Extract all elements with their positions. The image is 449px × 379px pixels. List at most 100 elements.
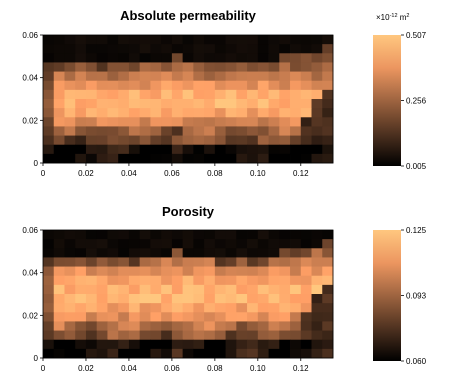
heatmap-cell — [290, 312, 302, 322]
heatmap-cell — [204, 275, 216, 286]
heatmap-cell — [225, 89, 237, 100]
heatmap-cell — [43, 321, 55, 331]
heatmap-cell — [64, 35, 76, 45]
heatmap-cell — [171, 275, 184, 286]
heatmap-cell — [204, 312, 216, 322]
heatmap-cell — [161, 348, 173, 359]
heatmap-cell — [247, 275, 259, 286]
heatmap-cell — [171, 126, 184, 136]
heatmap-cell — [128, 303, 141, 313]
heatmap-cell — [204, 284, 216, 295]
heatmap-cell — [257, 153, 269, 164]
heatmap-cell — [300, 144, 312, 155]
heatmap-cell — [107, 35, 119, 45]
heatmap-cell — [311, 62, 323, 72]
heatmap-cell — [193, 266, 205, 277]
heatmap-cell — [96, 312, 108, 322]
heatmap-cell — [204, 135, 216, 146]
heatmap-cell — [268, 117, 280, 127]
heatmap-cell — [322, 339, 334, 350]
heatmap-cell — [85, 275, 98, 286]
heatmap-cell — [75, 230, 87, 240]
heatmap-cell — [96, 99, 108, 109]
colorbar-tick-label: 0.005 — [406, 162, 427, 171]
x-tick-label: 0.12 — [293, 169, 309, 178]
heatmap-cell — [171, 257, 184, 267]
heatmap-cell — [279, 339, 291, 350]
heatmap-cell — [214, 239, 226, 249]
heatmap-cell — [171, 71, 184, 82]
heatmap-cell — [268, 35, 280, 45]
heatmap-cell — [300, 53, 312, 63]
heatmap-cell — [150, 99, 162, 109]
heatmap-cell — [96, 294, 108, 304]
heatmap-cell — [257, 275, 269, 286]
heatmap-cell — [128, 321, 141, 331]
heatmap-cell — [193, 35, 205, 45]
heatmap-cell — [107, 348, 119, 359]
heatmap-cell — [85, 71, 98, 82]
heatmap-cell — [300, 44, 312, 54]
heatmap-cell — [279, 126, 291, 136]
heatmap-cell — [236, 117, 248, 127]
heatmap-cell — [279, 44, 291, 54]
heatmap-cell — [53, 62, 65, 72]
heatmap-cell — [214, 284, 226, 295]
y-tick-label: 0 — [34, 159, 39, 168]
heatmap-cell — [225, 62, 237, 72]
heatmap-cell — [43, 339, 55, 350]
heatmap-cell — [96, 62, 108, 72]
heatmap-cell — [247, 126, 259, 136]
heatmap-cell — [128, 71, 141, 82]
heatmap-cell — [311, 108, 323, 118]
heatmap-cell — [236, 99, 248, 109]
heatmap-cell — [247, 89, 259, 100]
heatmap-cell — [268, 312, 280, 322]
heatmap-cell — [53, 330, 65, 341]
heatmap-cell — [214, 312, 226, 322]
heatmap-cell — [311, 230, 323, 240]
heatmap-cell — [204, 144, 216, 155]
heatmap-cell — [225, 312, 237, 322]
heatmap-cell — [128, 257, 141, 267]
heatmap-cell — [128, 44, 141, 54]
heatmap-cell — [96, 71, 108, 82]
heatmap-cell — [118, 99, 130, 109]
x-tick-label: 0.08 — [207, 364, 223, 373]
y-tick-label: 0.06 — [22, 226, 38, 235]
y-tick-label: 0.02 — [22, 116, 38, 125]
heatmap-cell — [204, 257, 216, 267]
heatmap-cell — [43, 53, 55, 63]
heatmap-cell — [107, 71, 119, 82]
heatmap-cell — [139, 239, 151, 249]
heatmap-cell — [236, 275, 248, 286]
heatmap-cell — [214, 266, 226, 277]
heatmap-cell — [139, 348, 151, 359]
heatmap-cell — [204, 35, 216, 45]
heatmap-cell — [257, 321, 269, 331]
heatmap-cell — [290, 275, 302, 286]
heatmap-cell — [150, 44, 162, 54]
heatmap-cell — [311, 294, 323, 304]
heatmap-cell — [150, 284, 162, 295]
heatmap-cell — [75, 35, 87, 45]
heatmap-cell — [118, 108, 130, 118]
heatmap-cell — [290, 348, 302, 359]
heatmap-cell — [118, 117, 130, 127]
heatmap-cell — [85, 257, 98, 267]
heatmap-cell — [322, 80, 334, 91]
heatmap-cell — [53, 321, 65, 331]
heatmap-cell — [300, 303, 312, 313]
heatmap-cell — [311, 99, 323, 109]
heatmap-cell — [279, 89, 291, 100]
heatmap-cell — [161, 126, 173, 136]
heatmap-cell — [214, 108, 226, 118]
heatmap-cell — [64, 108, 76, 118]
heatmap-cell — [161, 99, 173, 109]
heatmap-cell — [182, 248, 194, 258]
heatmap-cell — [279, 108, 291, 118]
heatmap-cell — [322, 303, 334, 313]
heatmap-cell — [290, 117, 302, 127]
x-tick-label: 0.08 — [207, 169, 223, 178]
heatmap-cell — [236, 35, 248, 45]
